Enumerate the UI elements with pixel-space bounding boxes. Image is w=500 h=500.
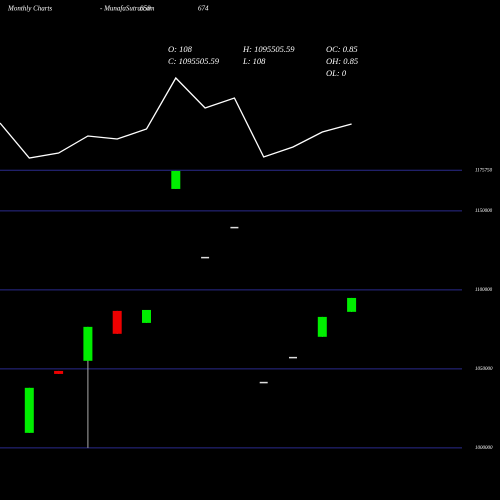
y-tick-label: 1050000 [475,367,493,372]
chart-subtitle: - MunafaSutra.com [100,5,154,13]
candle-body [54,370,64,374]
candle-body [317,316,327,337]
candle-body [201,256,210,259]
y-tick-label: 1000000 [475,446,493,451]
header-code: 674 [198,5,209,13]
y-tick-label: 1100000 [475,288,493,293]
info-text: O: 108 [168,44,193,54]
info-text: OC: 0.85 [326,44,358,54]
info-text: H: 1095505.59 [242,44,295,54]
candle-body [259,381,268,384]
candle-body [347,297,357,312]
info-text: C: 1095505.59 [168,56,220,66]
candle-body [142,309,151,323]
y-tick-label: 1175750 [475,168,493,173]
header-code: 858 [140,5,151,13]
candle-body [112,310,122,334]
info-text: L: 108 [242,56,266,66]
y-tick-label: 1150000 [475,209,493,214]
candle-body [289,356,297,359]
candle-body [24,387,34,433]
candle-body [83,326,93,361]
overlay-line [0,76,352,159]
info-text: OL: 0 [326,68,347,78]
candle-body [171,170,181,189]
candle-body [230,226,239,229]
chart-title: Monthly Charts [7,5,52,13]
info-text: OH: 0.85 [326,56,358,66]
